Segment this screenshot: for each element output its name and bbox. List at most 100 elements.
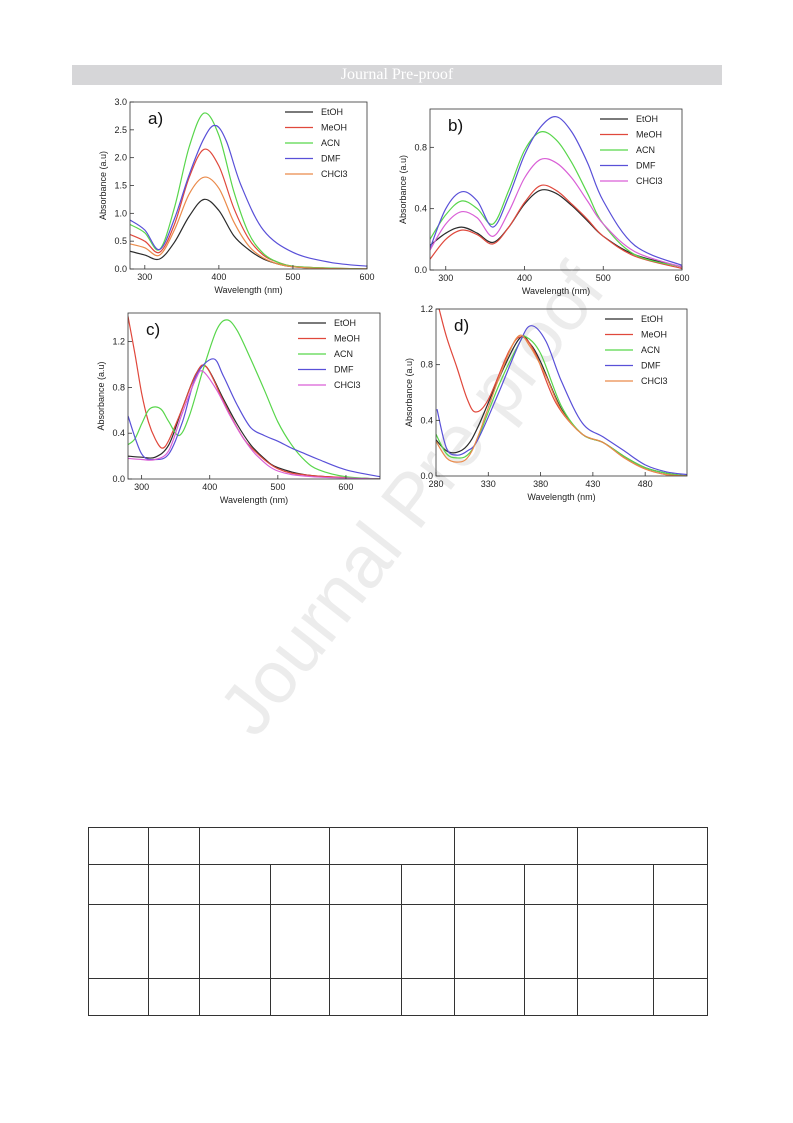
table-cell	[454, 978, 525, 1016]
y-tick-label: 1.0	[114, 208, 127, 218]
table-cell	[88, 827, 149, 865]
x-tick-label: 500	[596, 273, 611, 283]
y-axis-label: Absorbance (a.u)	[98, 151, 108, 220]
journal-banner: Journal Pre-proof	[72, 65, 722, 85]
legend-entry: MeOH	[636, 130, 662, 140]
x-axis-label: Wavelength (nm)	[522, 286, 590, 296]
panel-label: c)	[146, 320, 160, 339]
table-cell	[88, 864, 149, 905]
x-tick-label: 500	[285, 272, 300, 282]
legend-entry: MeOH	[641, 330, 667, 340]
table-cell	[401, 864, 455, 905]
y-tick-label: 2.5	[114, 125, 127, 135]
series-line-acn	[128, 319, 380, 479]
x-tick-label: 330	[481, 479, 496, 489]
y-tick-label: 0.4	[112, 428, 125, 438]
y-tick-label: 0.4	[414, 204, 427, 214]
table-cell	[577, 827, 708, 865]
chart-panel-d: 280 330 380 430 480 0.0 0.4 0.8 1.2 Wavelength (n…	[398, 300, 693, 505]
legend-entry: EtOH	[636, 114, 658, 124]
series-line-chcl3	[430, 157, 682, 268]
table-cell	[524, 864, 578, 905]
plot-frame	[429, 108, 683, 271]
y-tick-label: 2.0	[114, 153, 127, 163]
x-tick-label: 300	[438, 273, 453, 283]
x-axis-label: Wavelength (nm)	[220, 495, 288, 505]
x-tick-label: 400	[517, 273, 532, 283]
legend-entry: MeOH	[334, 334, 360, 344]
table-cell	[148, 904, 200, 979]
table-cell	[653, 864, 708, 905]
y-axis-label: Absorbance (a.u)	[398, 155, 408, 224]
table-cell	[270, 864, 330, 905]
legend-entry: ACN	[636, 145, 655, 155]
x-tick-label: 300	[134, 482, 149, 492]
series-line-dmf	[130, 124, 367, 267]
chart-svg: 280 330 380 430 480 0.0 0.4 0.8 1.2 Wavelength (n…	[404, 304, 688, 502]
legend-entry: CHCl3	[321, 169, 348, 179]
legend-entry: EtOH	[334, 318, 356, 328]
table-cell	[454, 864, 525, 905]
table-cell	[401, 904, 455, 979]
x-axis-label: Wavelength (nm)	[527, 492, 595, 502]
y-tick-label: 1.2	[420, 304, 433, 314]
table-cell	[148, 827, 200, 865]
legend-entry: EtOH	[321, 107, 343, 117]
legend-entry: CHCl3	[641, 376, 668, 386]
series-line-chcl3	[130, 176, 367, 269]
table-cell	[88, 978, 149, 1016]
chart-panel-c: 300 400 500 600 0.0 0.4 0.8 1.2 Wavelength (nm) A…	[96, 305, 383, 510]
y-tick-label: 0.4	[420, 415, 433, 425]
y-tick-label: 0.8	[112, 382, 125, 392]
table-cell	[524, 904, 578, 979]
table-cell	[270, 904, 330, 979]
x-tick-label: 280	[428, 479, 443, 489]
x-axis-label: Wavelength (nm)	[214, 285, 282, 295]
table-cell	[329, 978, 402, 1016]
table-cell	[653, 904, 708, 979]
y-tick-label: 1.2	[112, 337, 125, 347]
table-cell	[329, 864, 402, 905]
table-row	[88, 978, 708, 1016]
table-cell	[577, 904, 654, 979]
panel-label: a)	[148, 109, 163, 128]
legend-entry: DMF	[641, 361, 661, 371]
series-line-dmf	[430, 116, 682, 266]
table-cell	[148, 978, 200, 1016]
chart-svg: 300 400 500 600 0.0 0.4 0.8 1.2 Wavelength (nm) A…	[96, 312, 381, 505]
legend-entry: CHCl3	[334, 380, 361, 390]
table-cell	[199, 827, 330, 865]
plot-frame	[435, 308, 688, 477]
data-table	[88, 827, 708, 1016]
table-cell	[148, 864, 200, 905]
y-tick-label: 0.0	[112, 474, 125, 484]
series-line-meoh	[128, 316, 380, 479]
x-tick-label: 400	[202, 482, 217, 492]
plot-frame	[127, 312, 381, 480]
x-tick-label: 430	[585, 479, 600, 489]
chart-panel-a: 300 400 500 600 0.0 0.5 1.0 1.5 2.0 2.5 3.0 Wavelen…	[72, 90, 375, 295]
table-cell	[577, 978, 654, 1016]
y-tick-label: 0.5	[114, 236, 127, 246]
y-tick-label: 1.5	[114, 181, 127, 191]
y-tick-label: 3.0	[114, 97, 127, 107]
x-tick-label: 600	[338, 482, 353, 492]
legend-entry: DMF	[321, 154, 341, 164]
legend-entry: ACN	[641, 345, 660, 355]
y-tick-label: 0.0	[414, 265, 427, 275]
x-tick-label: 600	[674, 273, 689, 283]
y-tick-label: 0.0	[420, 471, 433, 481]
series-line-chcl3	[128, 370, 380, 479]
legend-entry: EtOH	[641, 314, 663, 324]
x-tick-label: 300	[137, 272, 152, 282]
legend-entry: DMF	[334, 365, 354, 375]
panel-label: d)	[454, 316, 469, 335]
chart-svg: 300 400 500 600 0.0 0.4 0.8 Wavelength (nm) Abso…	[398, 108, 690, 296]
series-line-chcl3	[436, 334, 687, 476]
table-cell	[653, 978, 708, 1016]
table-cell	[88, 904, 149, 979]
table-cell	[577, 864, 654, 905]
series-line-meoh	[130, 148, 367, 269]
x-tick-label: 400	[211, 272, 226, 282]
table-cell	[199, 864, 271, 905]
